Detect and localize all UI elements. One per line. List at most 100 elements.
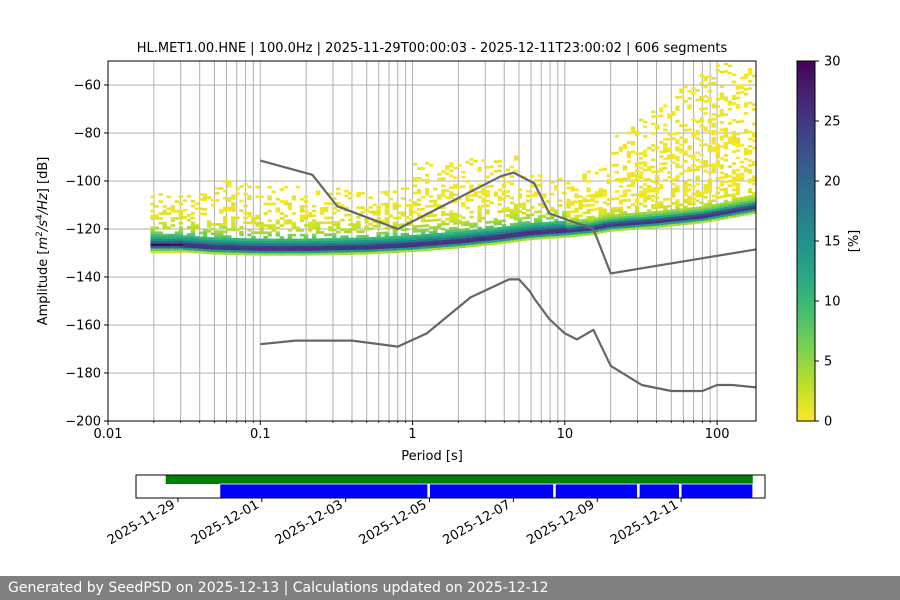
psd-density-cell — [517, 202, 523, 206]
psd-density-cell — [562, 220, 567, 224]
psd-density-cell — [255, 250, 260, 254]
psd-density-cell — [364, 242, 369, 245]
psd-density-cell — [517, 224, 523, 228]
psd-density-cell — [384, 233, 389, 237]
psd-density-cell — [275, 248, 280, 251]
psd-density-cell — [275, 226, 280, 230]
psd-density-cell — [328, 216, 333, 220]
psd-density-cell — [206, 229, 212, 233]
psd-density-cell — [174, 217, 180, 220]
psd-density-cell — [566, 198, 571, 202]
psd-density-cell — [614, 209, 620, 213]
psd-density-cell — [441, 213, 446, 217]
psd-density-cell — [219, 249, 224, 253]
psd-density-cell — [554, 209, 559, 212]
psd-density-cell — [259, 253, 264, 256]
psd-density-cell — [473, 160, 478, 163]
psd-density-cell — [307, 240, 313, 244]
psd-density-cell — [231, 221, 236, 224]
psd-density-cell — [368, 210, 373, 214]
psd-density-cell — [392, 223, 398, 227]
psd-density-cell — [231, 216, 236, 219]
psd-density-cell — [667, 154, 672, 158]
psd-density-cell — [642, 168, 648, 172]
psd-density-cell — [235, 192, 240, 196]
psd-density-cell — [348, 244, 353, 248]
psd-density-cell — [412, 242, 418, 245]
psd-density-cell — [461, 233, 466, 236]
psd-density-cell — [655, 126, 660, 130]
psd-density-cell — [747, 200, 753, 203]
psd-density-cell — [659, 203, 664, 207]
psd-density-cell — [154, 236, 159, 239]
psd-density-cell — [602, 208, 607, 212]
psd-density-cell — [719, 205, 725, 208]
psd-density-cell — [683, 193, 688, 197]
psd-density-cell — [489, 227, 494, 231]
psd-density-cell — [202, 236, 208, 240]
psd-density-cell — [691, 163, 696, 167]
psd-density-cell — [433, 218, 438, 222]
psd-density-cell — [420, 195, 426, 199]
psd-density-cell — [626, 177, 632, 180]
timeline-tick-label: 2025-12-01 — [189, 497, 262, 548]
psd-density-cell — [719, 217, 725, 220]
psd-density-cell — [550, 231, 555, 234]
psd-density-cell — [747, 171, 753, 174]
psd-density-cell — [638, 173, 644, 177]
psd-density-cell — [206, 251, 212, 255]
psd-density-cell — [344, 228, 349, 231]
psd-density-cell — [731, 102, 737, 105]
psd-density-cell — [707, 204, 712, 208]
psd-density-cell — [186, 218, 192, 222]
psd-density-cell — [368, 244, 373, 248]
psd-density-cell — [271, 202, 276, 206]
psd-density-cell — [743, 200, 749, 204]
psd-density-cell — [582, 197, 587, 200]
psd-density-cell — [493, 160, 498, 164]
psd-density-cell — [675, 141, 680, 145]
psd-density-cell — [239, 250, 244, 253]
psd-density-cell — [554, 233, 559, 236]
psd-density-cell — [509, 211, 515, 214]
psd-density-cell — [574, 219, 579, 223]
psd-density-cell — [263, 224, 268, 227]
psd-density-cell — [566, 215, 571, 219]
psd-density-cell — [731, 198, 737, 201]
psd-density-cell — [509, 223, 515, 226]
psd-density-cell — [554, 221, 559, 224]
psd-density-cell — [445, 172, 450, 175]
psd-density-cell — [630, 203, 636, 206]
psd-density-cell — [622, 143, 628, 147]
psd-density-cell — [731, 73, 737, 77]
psd-density-cell — [178, 209, 184, 213]
psd-density-cell — [735, 197, 741, 201]
psd-density-cell — [477, 169, 482, 172]
psd-density-cell — [485, 230, 490, 234]
psd-density-cell — [647, 211, 652, 215]
psd-density-cell — [307, 250, 313, 254]
psd-density-cell — [622, 223, 628, 226]
psd-density-cell — [227, 240, 232, 243]
psd-density-cell — [231, 242, 236, 246]
psd-density-cell — [271, 250, 276, 254]
psd-density-cell — [219, 237, 224, 241]
psd-density-cell — [251, 245, 256, 249]
psd-density-cell — [388, 245, 393, 249]
psd-density-cell — [542, 222, 547, 225]
psd-density-cell — [206, 237, 212, 240]
psd-density-cell — [546, 216, 551, 220]
psd-density-cell — [735, 173, 741, 177]
psd-density-cell — [618, 225, 624, 229]
psd-density-cell — [150, 248, 155, 251]
psd-density-cell — [699, 206, 704, 209]
psd-density-cell — [287, 233, 293, 237]
psd-density-cell — [614, 226, 620, 229]
psd-density-cell — [328, 238, 333, 241]
psd-density-cell — [606, 202, 611, 206]
psd-density-cell — [445, 241, 450, 245]
psd-density-cell — [311, 224, 317, 227]
psd-density-cell — [465, 194, 470, 198]
psd-density-cell — [614, 221, 620, 225]
psd-density-cell — [638, 221, 644, 225]
